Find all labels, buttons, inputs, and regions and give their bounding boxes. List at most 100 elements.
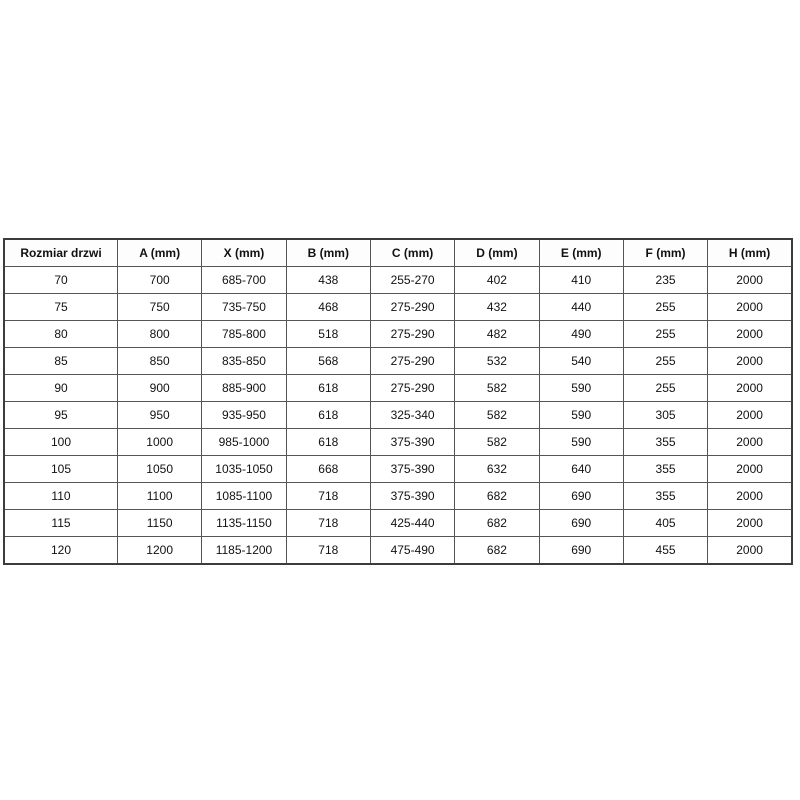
dimension-cell: 682 [454, 482, 540, 510]
dimension-cell: 568 [285, 347, 371, 375]
dimension-cell: 2000 [707, 536, 793, 565]
dimension-cell: 618 [285, 374, 371, 402]
dimension-cell: 305 [622, 401, 709, 429]
dimension-cell: 1185-1200 [201, 536, 287, 565]
dimension-cell: 440 [538, 293, 624, 321]
column-header: Rozmiar drzwi [3, 238, 118, 267]
dimension-cell: 490 [538, 320, 624, 348]
dimension-cell: 275-290 [369, 320, 456, 348]
dimension-cell: 325-340 [369, 401, 456, 429]
dimension-cell: 682 [454, 509, 540, 537]
dimension-cell: 950 [116, 401, 203, 429]
dimension-cell: 885-900 [201, 374, 287, 402]
dimension-cell: 255-270 [369, 266, 456, 294]
dimension-cell: 2000 [707, 320, 793, 348]
dimension-cell: 1035-1050 [201, 455, 287, 483]
dimension-cell: 475-490 [369, 536, 456, 565]
column-header: H (mm) [707, 238, 793, 267]
dimension-cell: 985-1000 [201, 428, 287, 456]
dimension-cell: 540 [538, 347, 624, 375]
door-size-cell: 95 [3, 401, 118, 429]
dimension-cell: 438 [285, 266, 371, 294]
dimension-cell: 718 [285, 509, 371, 537]
dimension-cell: 425-440 [369, 509, 456, 537]
dimension-cell: 1150 [116, 509, 203, 537]
dimension-cell: 355 [622, 482, 709, 510]
dimension-cell: 355 [622, 455, 709, 483]
dimension-cell: 850 [116, 347, 203, 375]
table-row: 105 1050 1035-1050 668 375-390 632 640 355 2000 [3, 455, 793, 483]
table-row: 75 750 735-750 468 275-290 432 440 255 2000 [3, 293, 793, 321]
door-size-cell: 80 [3, 320, 118, 348]
table-row: 115 1150 1135-1150 718 425-440 682 690 405 2000 [3, 509, 793, 537]
dimension-cell: 785-800 [201, 320, 287, 348]
dimension-cell: 410 [538, 266, 624, 294]
dimension-cell: 2000 [707, 293, 793, 321]
dimension-cell: 590 [538, 374, 624, 402]
door-size-cell: 100 [3, 428, 118, 456]
column-header: F (mm) [622, 238, 709, 267]
dimension-cell: 718 [285, 482, 371, 510]
door-size-cell: 105 [3, 455, 118, 483]
column-header: E (mm) [538, 238, 624, 267]
dimension-cell: 582 [454, 401, 540, 429]
dimension-cell: 1200 [116, 536, 203, 565]
dimension-cell: 355 [622, 428, 709, 456]
dimension-cell: 1100 [116, 482, 203, 510]
door-size-spec-table: Rozmiar drzwi A (mm) X (mm) B (mm) C (mm) D (… [3, 238, 793, 565]
dimension-cell: 750 [116, 293, 203, 321]
table-body: 70 700 685-700 438 255-270 402 410 235 2000 75 750… [3, 266, 793, 565]
dimension-cell: 735-750 [201, 293, 287, 321]
dimension-cell: 632 [454, 455, 540, 483]
dimension-cell: 582 [454, 374, 540, 402]
dimension-cell: 935-950 [201, 401, 287, 429]
dimension-cell: 1050 [116, 455, 203, 483]
dimension-cell: 275-290 [369, 347, 456, 375]
dimension-cell: 255 [622, 374, 709, 402]
dimension-cell: 668 [285, 455, 371, 483]
door-size-cell: 70 [3, 266, 118, 294]
dimension-cell: 235 [622, 266, 709, 294]
dimension-cell: 2000 [707, 266, 793, 294]
column-header: B (mm) [285, 238, 371, 267]
dimension-cell: 685-700 [201, 266, 287, 294]
dimension-cell: 2000 [707, 455, 793, 483]
dimension-cell: 2000 [707, 347, 793, 375]
dimension-cell: 518 [285, 320, 371, 348]
dimension-cell: 532 [454, 347, 540, 375]
dimension-cell: 432 [454, 293, 540, 321]
dimension-cell: 618 [285, 401, 371, 429]
dimension-cell: 590 [538, 428, 624, 456]
dimension-cell: 690 [538, 536, 624, 565]
dimension-cell: 1085-1100 [201, 482, 287, 510]
column-header: C (mm) [369, 238, 456, 267]
dimension-cell: 375-390 [369, 482, 456, 510]
dimension-cell: 800 [116, 320, 203, 348]
table-row: 85 850 835-850 568 275-290 532 540 255 2000 [3, 347, 793, 375]
dimension-cell: 718 [285, 536, 371, 565]
dimension-cell: 900 [116, 374, 203, 402]
table-row: 90 900 885-900 618 275-290 582 590 255 2000 [3, 374, 793, 402]
column-header: D (mm) [454, 238, 540, 267]
dimension-cell: 835-850 [201, 347, 287, 375]
dimension-cell: 682 [454, 536, 540, 565]
table-row: 120 1200 1185-1200 718 475-490 682 690 455 2000 [3, 536, 793, 565]
column-header: A (mm) [116, 238, 203, 267]
dimension-cell: 618 [285, 428, 371, 456]
dimension-cell: 468 [285, 293, 371, 321]
dimension-cell: 375-390 [369, 455, 456, 483]
door-size-cell: 120 [3, 536, 118, 565]
dimension-cell: 690 [538, 482, 624, 510]
dimension-cell: 700 [116, 266, 203, 294]
dimension-cell: 405 [622, 509, 709, 537]
dimension-cell: 2000 [707, 482, 793, 510]
table-header: Rozmiar drzwi A (mm) X (mm) B (mm) C (mm) D (… [3, 238, 793, 267]
door-size-cell: 75 [3, 293, 118, 321]
dimension-cell: 482 [454, 320, 540, 348]
table-row: 100 1000 985-1000 618 375-390 582 590 355 2000 [3, 428, 793, 456]
dimension-cell: 582 [454, 428, 540, 456]
dimension-cell: 1000 [116, 428, 203, 456]
dimension-cell: 2000 [707, 428, 793, 456]
dimension-cell: 255 [622, 347, 709, 375]
